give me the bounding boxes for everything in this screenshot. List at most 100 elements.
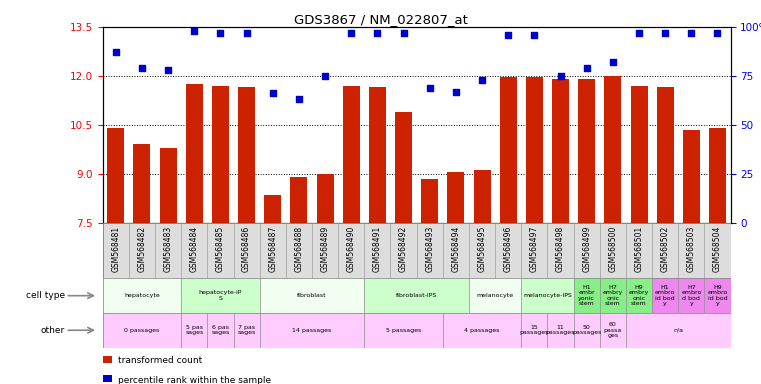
Point: [685, 30, 697, 36]
Bar: [600, 278, 626, 313]
Text: H7
embry
onic
stem: H7 embry onic stem: [603, 285, 623, 306]
Bar: [521, 223, 547, 278]
Bar: [495, 223, 521, 278]
Text: 0 passages: 0 passages: [124, 328, 160, 333]
Bar: [238, 87, 255, 223]
Bar: [521, 313, 547, 348]
Bar: [369, 87, 386, 223]
Bar: [342, 86, 360, 223]
Text: transformed count: transformed count: [118, 356, 202, 366]
Text: GSM568481: GSM568481: [111, 225, 120, 271]
Text: GSM568487: GSM568487: [269, 225, 277, 272]
Bar: [578, 79, 595, 223]
Bar: [709, 128, 726, 223]
Text: GSM568504: GSM568504: [713, 225, 722, 272]
Bar: [160, 147, 177, 223]
Bar: [181, 313, 207, 348]
Bar: [683, 130, 700, 223]
Point: [450, 88, 462, 94]
Point: [502, 31, 514, 38]
Bar: [207, 223, 234, 278]
Text: GSM568483: GSM568483: [164, 225, 173, 272]
Text: GSM568490: GSM568490: [347, 225, 355, 272]
Bar: [264, 195, 282, 223]
Bar: [552, 79, 569, 223]
Bar: [260, 313, 365, 348]
Bar: [443, 313, 521, 348]
Text: 60
passa
ges: 60 passa ges: [603, 322, 622, 338]
Bar: [181, 223, 207, 278]
Bar: [365, 278, 469, 313]
Point: [424, 84, 436, 91]
Point: [659, 30, 671, 36]
Text: GSM568495: GSM568495: [478, 225, 486, 272]
Bar: [626, 278, 652, 313]
Point: [528, 31, 540, 38]
Bar: [286, 223, 312, 278]
Point: [476, 77, 488, 83]
Bar: [526, 78, 543, 223]
Bar: [626, 223, 652, 278]
Text: GDS3867 / NM_022807_at: GDS3867 / NM_022807_at: [294, 13, 467, 26]
Text: GSM568500: GSM568500: [608, 225, 617, 272]
Text: 5 passages: 5 passages: [386, 328, 421, 333]
Text: GSM568499: GSM568499: [582, 225, 591, 272]
Bar: [365, 223, 390, 278]
Point: [266, 90, 279, 96]
Bar: [678, 223, 705, 278]
Text: GSM568496: GSM568496: [504, 225, 513, 272]
Bar: [417, 223, 443, 278]
Bar: [291, 177, 307, 223]
Bar: [469, 278, 521, 313]
Text: 11
passages: 11 passages: [546, 325, 575, 336]
Bar: [234, 223, 260, 278]
Text: percentile rank within the sample: percentile rank within the sample: [118, 376, 271, 384]
Bar: [338, 223, 365, 278]
Bar: [395, 112, 412, 223]
Text: GSM568502: GSM568502: [661, 225, 670, 272]
Text: fibroblast-IPS: fibroblast-IPS: [396, 293, 438, 298]
Text: other: other: [40, 326, 65, 335]
Bar: [155, 223, 181, 278]
Bar: [103, 223, 129, 278]
Text: melanocyte-IPS: melanocyte-IPS: [523, 293, 572, 298]
Text: 5 pas
sages: 5 pas sages: [185, 325, 203, 336]
Bar: [500, 78, 517, 223]
Text: GSM568498: GSM568498: [556, 225, 565, 272]
Bar: [365, 313, 443, 348]
Bar: [547, 223, 574, 278]
Bar: [103, 313, 181, 348]
Point: [188, 28, 200, 34]
Bar: [678, 278, 705, 313]
Text: H1
embr
yonic
stem: H1 embr yonic stem: [578, 285, 595, 306]
Text: 14 passages: 14 passages: [292, 328, 332, 333]
Bar: [212, 86, 229, 223]
Text: GSM568491: GSM568491: [373, 225, 382, 272]
Text: GSM568492: GSM568492: [399, 225, 408, 272]
Text: 50
passages: 50 passages: [572, 325, 601, 336]
Text: GSM568484: GSM568484: [189, 225, 199, 272]
Bar: [422, 179, 438, 223]
Point: [319, 73, 331, 79]
Text: H7
embro
d bod
y: H7 embro d bod y: [681, 285, 702, 306]
Text: 6 pas
sages: 6 pas sages: [212, 325, 230, 336]
Text: 7 pas
sages: 7 pas sages: [237, 325, 256, 336]
Bar: [705, 278, 731, 313]
Point: [240, 30, 253, 36]
Bar: [181, 278, 260, 313]
Bar: [469, 223, 495, 278]
Text: melanocyte: melanocyte: [476, 293, 514, 298]
Bar: [186, 84, 202, 223]
Bar: [652, 223, 678, 278]
Bar: [447, 172, 464, 223]
Bar: [260, 223, 286, 278]
Bar: [574, 223, 600, 278]
Text: GSM568503: GSM568503: [687, 225, 696, 272]
Text: 4 passages: 4 passages: [464, 328, 500, 333]
Text: GSM568501: GSM568501: [635, 225, 644, 272]
Bar: [107, 128, 124, 223]
Bar: [207, 313, 234, 348]
Bar: [521, 278, 574, 313]
Point: [215, 30, 227, 36]
Text: n/a: n/a: [673, 328, 683, 333]
